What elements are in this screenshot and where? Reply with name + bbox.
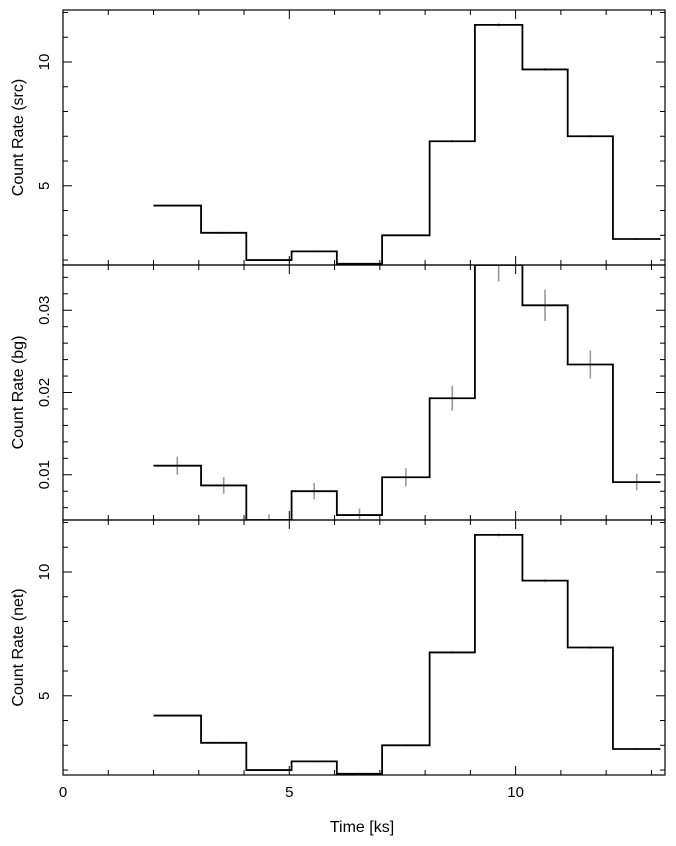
panel-data xyxy=(153,533,661,775)
panel-2: 0.01 0.02 0.03 Count Rate (bg) xyxy=(10,264,666,521)
y-tick-label: 10 xyxy=(36,54,53,71)
panel-1: 5 10 Count Rate (src) xyxy=(10,9,666,266)
panel-frame xyxy=(62,264,666,521)
y-tick-label: 10 xyxy=(36,564,53,581)
y-tick-label: 0.01 xyxy=(36,460,53,489)
panel-3: 5 10 Count Rate (net) xyxy=(10,519,666,776)
y-tick-label: 0.03 xyxy=(36,296,53,325)
step-series xyxy=(153,533,661,775)
y-tick-label: 5 xyxy=(36,182,53,190)
x-tick-label: 5 xyxy=(285,784,293,801)
y-tick-label: 5 xyxy=(36,692,53,700)
step-series xyxy=(153,265,661,520)
x-tick-label: 10 xyxy=(507,784,524,801)
y-axis-title: Count Rate (net) xyxy=(10,588,27,706)
panel-frame xyxy=(62,519,666,776)
x-axis-title: Time [ks] xyxy=(330,819,394,836)
y-axis-title: Count Rate (bg) xyxy=(10,336,27,450)
panel-frame xyxy=(62,9,666,266)
y-tick-label: 0.02 xyxy=(36,378,53,407)
x-tick-label: 0 xyxy=(59,784,67,801)
panel-data xyxy=(153,23,661,265)
y-axis-title: Count Rate (src) xyxy=(10,79,27,196)
panel-data xyxy=(153,265,661,520)
step-series xyxy=(153,23,661,265)
